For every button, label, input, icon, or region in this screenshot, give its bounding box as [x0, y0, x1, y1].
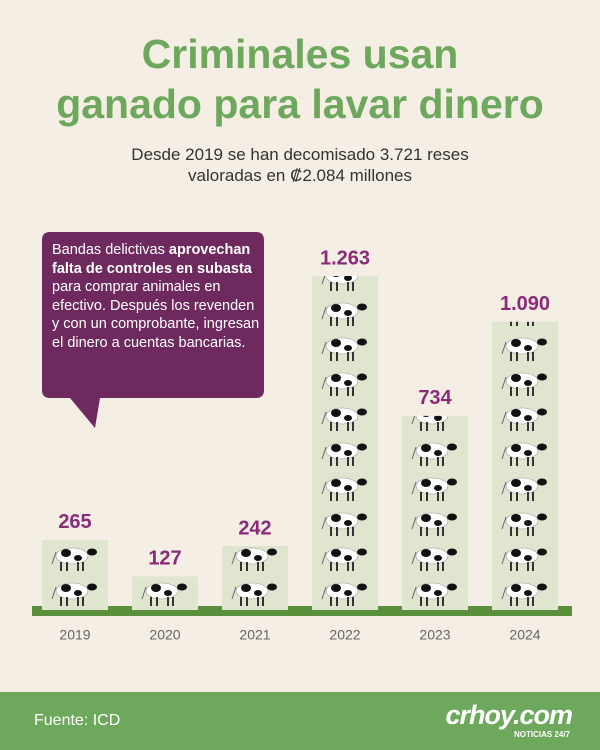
value-label: 242 [238, 517, 271, 539]
bar [222, 546, 288, 610]
x-tick-label: 2024 [509, 627, 540, 643]
annotation-text: Bandas delictivas [52, 242, 169, 258]
annotation: Bandas delictivas aprovechan falta de co… [42, 233, 270, 401]
bar [492, 321, 558, 610]
grass [32, 606, 572, 616]
title-line: Criminales usan [141, 31, 459, 77]
x-tick-label: 2019 [59, 627, 90, 643]
x-tick-label: 2021 [239, 627, 270, 643]
value-label: 127 [148, 548, 181, 570]
x-tick-label: 2020 [149, 627, 180, 643]
bar [42, 539, 108, 610]
annotation-text: para comprar animales en efectivo. Despu… [52, 279, 260, 351]
footer: Fuente: ICD crhoy.com NOTICIAS 24/7 [0, 692, 600, 750]
bar [402, 415, 468, 610]
bar [312, 276, 378, 610]
brand-tagline: NOTICIAS 24/7 [513, 730, 570, 739]
annotation-bold: aprovechan falta de controles en subasta [52, 242, 252, 277]
value-label: 734 [418, 387, 452, 409]
callout-box [42, 232, 264, 428]
source: Fuente: ICD [34, 712, 121, 729]
brand: crhoy.com [445, 700, 573, 730]
x-tick-label: 2022 [329, 627, 360, 643]
subtitle-line: Desde 2019 se han decomisado 3.721 reses [131, 145, 469, 164]
x-tick-label: 2023 [419, 627, 450, 643]
subtitle-line: valoradas en ₡2.084 millones [188, 166, 412, 185]
value-label: 1.090 [500, 293, 550, 315]
value-label: 1.263 [320, 247, 370, 269]
value-label: 265 [58, 511, 91, 533]
title-line: ganado para lavar dinero [56, 81, 544, 127]
bar [132, 576, 198, 610]
